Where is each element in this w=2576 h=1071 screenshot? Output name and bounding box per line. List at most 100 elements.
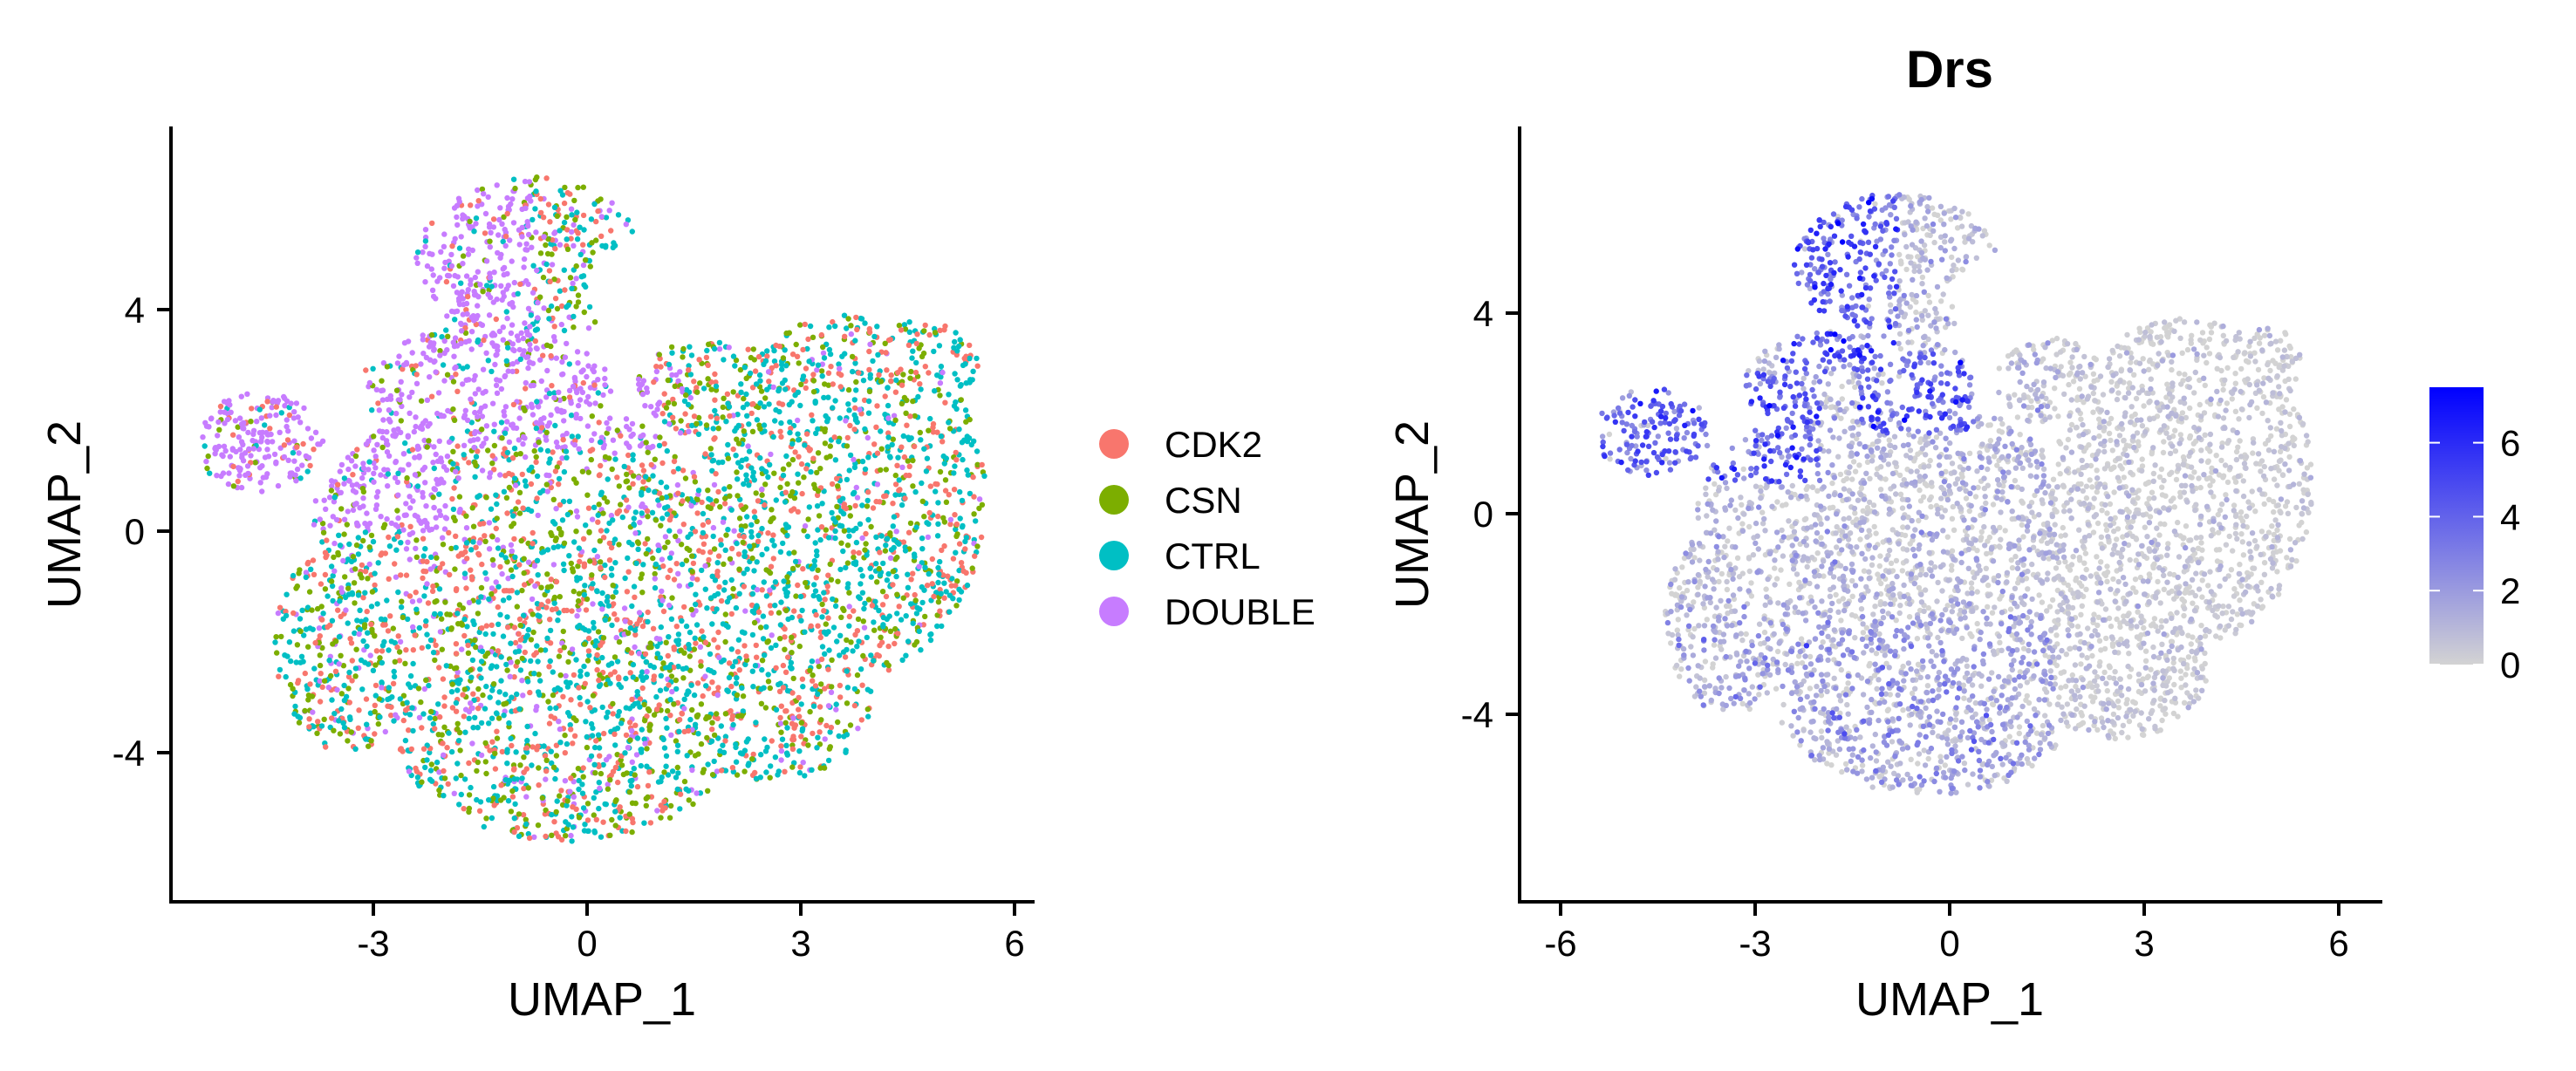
- p1-point: [844, 668, 850, 674]
- p1-point: [534, 557, 541, 563]
- p1-point: [518, 537, 524, 544]
- p1-point: [974, 363, 981, 369]
- p1-point: [841, 733, 847, 740]
- p1-point: [885, 444, 891, 450]
- p1-point: [546, 316, 552, 322]
- p1-point: [634, 689, 640, 695]
- p1-point: [544, 367, 550, 374]
- p1-point: [658, 624, 664, 631]
- p1-point: [423, 617, 429, 624]
- p1-point: [671, 701, 677, 707]
- p1-point: [580, 536, 587, 542]
- p1-point: [914, 604, 920, 611]
- p1-point: [398, 604, 405, 611]
- p1-point: [707, 413, 714, 420]
- p1-point: [533, 459, 539, 466]
- p1-point: [476, 493, 482, 499]
- p1-point: [763, 546, 770, 552]
- p1-point: [887, 454, 893, 460]
- p1-point: [687, 629, 694, 636]
- p1-point: [676, 717, 683, 723]
- p1-point: [844, 700, 851, 706]
- p1-point: [874, 324, 880, 330]
- p1-point: [761, 361, 767, 367]
- p1-point: [420, 536, 427, 542]
- p1-point: [464, 624, 470, 630]
- p1-point: [680, 467, 687, 474]
- p1-point: [497, 563, 503, 570]
- p1-point: [658, 364, 664, 370]
- p1-point: [796, 360, 802, 366]
- p1-point: [589, 516, 596, 522]
- p1-point: [535, 658, 541, 665]
- p1-point: [483, 350, 489, 356]
- p1-point: [868, 523, 874, 530]
- p1-point: [501, 488, 508, 495]
- p1-point: [407, 505, 413, 511]
- p1-point: [764, 353, 770, 359]
- p1-point: [336, 634, 343, 640]
- p1-point: [924, 583, 931, 589]
- p1-point: [454, 726, 461, 733]
- p1-point: [695, 488, 702, 494]
- p1-point: [494, 182, 500, 188]
- p1-point: [386, 576, 392, 582]
- p1-point: [732, 427, 738, 434]
- p1-point: [974, 448, 981, 454]
- p1-point: [896, 477, 902, 483]
- p1-point: [537, 447, 543, 453]
- p1-point: [636, 381, 642, 387]
- p1-point: [892, 472, 899, 479]
- p1-point: [504, 315, 510, 322]
- p1-point: [465, 251, 472, 257]
- p1-point: [365, 630, 371, 636]
- p1-point: [653, 561, 659, 568]
- p1-point: [475, 303, 481, 309]
- p1-point: [696, 548, 702, 554]
- p1-point: [413, 255, 420, 261]
- p1-point: [878, 533, 885, 539]
- p1-point: [493, 382, 500, 389]
- p1-point: [624, 471, 630, 478]
- p1-point: [385, 483, 391, 489]
- p1-point: [680, 675, 687, 681]
- p1-point: [576, 786, 582, 793]
- p1-point: [871, 658, 877, 664]
- p1-point: [551, 324, 557, 330]
- p1-point: [422, 243, 428, 249]
- p1-point: [763, 769, 769, 775]
- p1-point: [566, 498, 573, 504]
- p1-point: [780, 466, 787, 472]
- p1-point: [851, 560, 857, 566]
- p1-point: [710, 426, 716, 432]
- p1-point: [581, 591, 588, 598]
- p1-point: [753, 720, 759, 726]
- p1-point: [672, 383, 678, 390]
- p1-point: [730, 353, 737, 359]
- p1-point: [367, 652, 373, 658]
- p1-point: [305, 692, 312, 699]
- p1-point: [362, 529, 369, 536]
- p1-point: [410, 647, 416, 653]
- p1-point: [455, 738, 462, 744]
- p1-point: [393, 410, 400, 417]
- p1-point: [277, 429, 283, 435]
- p1-point: [568, 400, 574, 406]
- p1-point: [623, 222, 629, 228]
- p1-point: [560, 628, 566, 635]
- p1-point: [252, 460, 258, 466]
- p1-point: [566, 314, 572, 320]
- p1-point: [598, 770, 605, 777]
- p1-point: [483, 495, 489, 501]
- p1-point: [307, 681, 313, 687]
- p1-point: [385, 696, 391, 703]
- p1-point: [236, 473, 243, 479]
- p1-point: [510, 513, 516, 519]
- p1-point: [657, 434, 663, 440]
- p1-point: [567, 788, 573, 795]
- p1-point: [656, 490, 663, 496]
- p1-point: [913, 611, 920, 617]
- p1-point: [735, 649, 741, 655]
- p1-point: [400, 451, 407, 457]
- p1-point: [574, 349, 581, 355]
